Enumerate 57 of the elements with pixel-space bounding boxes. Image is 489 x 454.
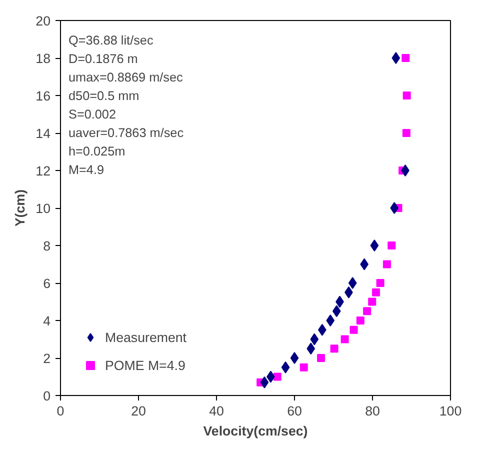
legend-label: POME M=4.9: [105, 358, 186, 372]
point: [402, 92, 411, 100]
point: [392, 52, 400, 64]
y-tick-label: 12: [36, 164, 51, 178]
point: [401, 164, 410, 176]
annotation: h=0.025m: [68, 144, 126, 158]
point: [388, 242, 396, 250]
y-axis-title: Y(cm): [12, 189, 28, 227]
y-tick-label: 2: [43, 351, 51, 366]
point: [330, 344, 338, 353]
y-tick-label: 18: [36, 51, 51, 66]
x-tick-label: 100: [439, 404, 462, 418]
annotation: d50=0.5 mm: [68, 89, 140, 103]
point: [372, 288, 380, 296]
point: [300, 363, 308, 372]
y-tick-label: 8: [43, 238, 51, 254]
point: [370, 240, 379, 252]
point: [402, 54, 410, 62]
point: [350, 326, 358, 334]
point: [356, 316, 364, 324]
point: [382, 260, 391, 268]
annotation: D=0.1876 m: [68, 52, 138, 66]
legend-label: Measurement: [105, 330, 186, 344]
point: [273, 372, 282, 381]
annotation: Q=36.88 lit/sec: [68, 34, 154, 48]
point: [363, 307, 372, 316]
y-tick-label: 6: [43, 276, 51, 291]
x-tick-label: 0: [56, 404, 64, 418]
point: [340, 335, 349, 344]
point: [317, 354, 326, 362]
point: [290, 352, 299, 364]
y-tick-label: 20: [36, 14, 51, 28]
point: [260, 376, 269, 388]
annotation: S=0.002: [68, 108, 116, 122]
point: [281, 361, 290, 374]
annotation: uaver=0.7863 m/sec: [68, 126, 184, 140]
point: [402, 129, 410, 137]
y-tick-label: 14: [36, 126, 52, 141]
point: [306, 342, 316, 355]
x-tick-label: 40: [209, 404, 224, 418]
y-tick-label: 0: [43, 388, 51, 404]
y-tick-label: 10: [36, 201, 51, 216]
x-tick-label: 80: [365, 404, 380, 418]
annotation: umax=0.8869 m/sec: [68, 70, 183, 84]
x-tick-label: 60: [287, 404, 302, 418]
point: [310, 333, 319, 346]
point: [376, 279, 384, 287]
x-tick-label: 20: [131, 404, 146, 418]
y-tick-label: 16: [36, 88, 51, 104]
point: [368, 298, 376, 306]
y-tick-label: 4: [43, 314, 52, 328]
point: [390, 202, 399, 214]
point: [332, 305, 341, 318]
point: [326, 314, 335, 326]
annotation: M=4.9: [68, 163, 104, 177]
point: [348, 277, 357, 289]
x-axis-title: Velocity(cm/sec): [203, 424, 308, 438]
